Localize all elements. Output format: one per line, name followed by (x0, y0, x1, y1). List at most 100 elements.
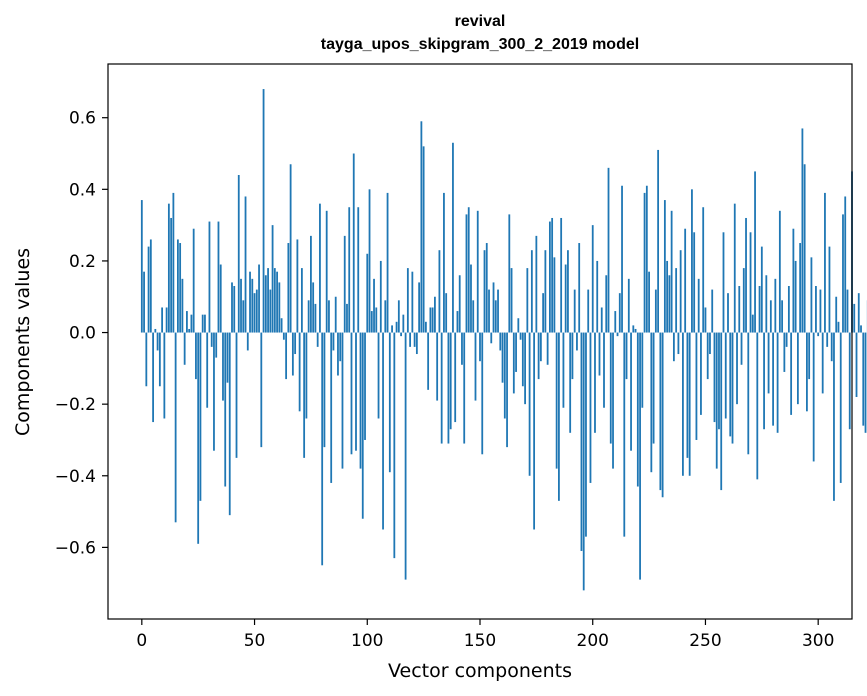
bar (564, 264, 567, 333)
bar (742, 268, 745, 333)
bar (158, 332, 161, 387)
bar (377, 332, 380, 419)
bar (754, 171, 756, 333)
bar (217, 221, 220, 333)
bar (276, 271, 278, 333)
bar (199, 332, 202, 501)
bar (506, 332, 508, 448)
bar (524, 332, 526, 405)
bar (352, 153, 355, 333)
bar (379, 260, 382, 333)
bar (718, 332, 720, 430)
bar (244, 196, 247, 333)
bar (508, 214, 511, 333)
bar (172, 192, 175, 333)
bar (848, 332, 851, 430)
bar (641, 332, 644, 408)
bar (799, 243, 802, 333)
bar (749, 232, 752, 333)
bar (711, 289, 714, 333)
bar (596, 260, 599, 333)
bar (330, 332, 333, 483)
bar (454, 332, 457, 423)
bar (567, 250, 569, 333)
bar (215, 332, 218, 358)
bar (235, 332, 238, 458)
bar (260, 332, 263, 448)
bar (727, 293, 729, 333)
bar (548, 221, 551, 333)
bar (472, 300, 475, 333)
bar (846, 289, 849, 333)
bar (684, 228, 687, 333)
bar (632, 325, 635, 333)
bar (431, 307, 434, 333)
bar (249, 271, 251, 333)
bar (544, 250, 547, 333)
bar (537, 332, 540, 380)
bar (186, 311, 188, 333)
bar (722, 232, 725, 333)
bar (140, 200, 143, 333)
bar (682, 332, 684, 476)
bar (438, 250, 441, 333)
bar (551, 217, 554, 333)
bar (282, 332, 285, 340)
bar (709, 332, 711, 355)
bar (161, 307, 164, 333)
bar (181, 278, 184, 333)
bar (488, 289, 490, 333)
y-axis: −0.6 −0.4 −0.2 0.0 0.2 0.4 0.6 (55, 109, 108, 558)
x-tick-label: 100 (351, 631, 383, 651)
bar (278, 282, 281, 333)
bar (298, 332, 301, 412)
bar (285, 332, 288, 380)
bar (521, 332, 524, 387)
bar (627, 278, 630, 333)
bar (539, 332, 542, 362)
bar (476, 210, 479, 333)
bar (348, 207, 351, 333)
chart-title: revival (454, 13, 506, 30)
bar (713, 332, 716, 423)
bar (310, 235, 312, 333)
bar (201, 314, 204, 333)
bar (837, 321, 840, 333)
bar (654, 289, 657, 333)
bar (519, 332, 522, 340)
bar (490, 332, 493, 344)
bar (366, 253, 369, 333)
bar (578, 243, 581, 333)
bar (857, 293, 860, 333)
bar-series (140, 89, 867, 591)
bar (810, 257, 813, 333)
bar (361, 332, 364, 519)
bar (778, 210, 781, 333)
bar (612, 332, 614, 469)
bar (420, 121, 423, 333)
bar (571, 332, 574, 380)
bar (334, 296, 337, 333)
bar (542, 293, 545, 333)
x-tick-label: 50 (244, 631, 266, 651)
bar (528, 332, 531, 476)
bar (152, 332, 154, 423)
bar (639, 332, 641, 580)
bar (413, 332, 416, 347)
bar (844, 196, 847, 333)
bar (688, 332, 691, 476)
bar (400, 332, 402, 337)
y-tick-label: −0.4 (55, 467, 96, 487)
bar (618, 293, 621, 333)
bar (264, 275, 267, 333)
bar (607, 167, 610, 333)
bar (494, 300, 497, 333)
bar (562, 332, 565, 408)
bar (828, 246, 831, 333)
bar (580, 332, 583, 551)
bar (603, 332, 605, 408)
bar (449, 332, 452, 430)
bar (314, 303, 317, 333)
bar (427, 332, 430, 390)
bar (452, 142, 454, 333)
